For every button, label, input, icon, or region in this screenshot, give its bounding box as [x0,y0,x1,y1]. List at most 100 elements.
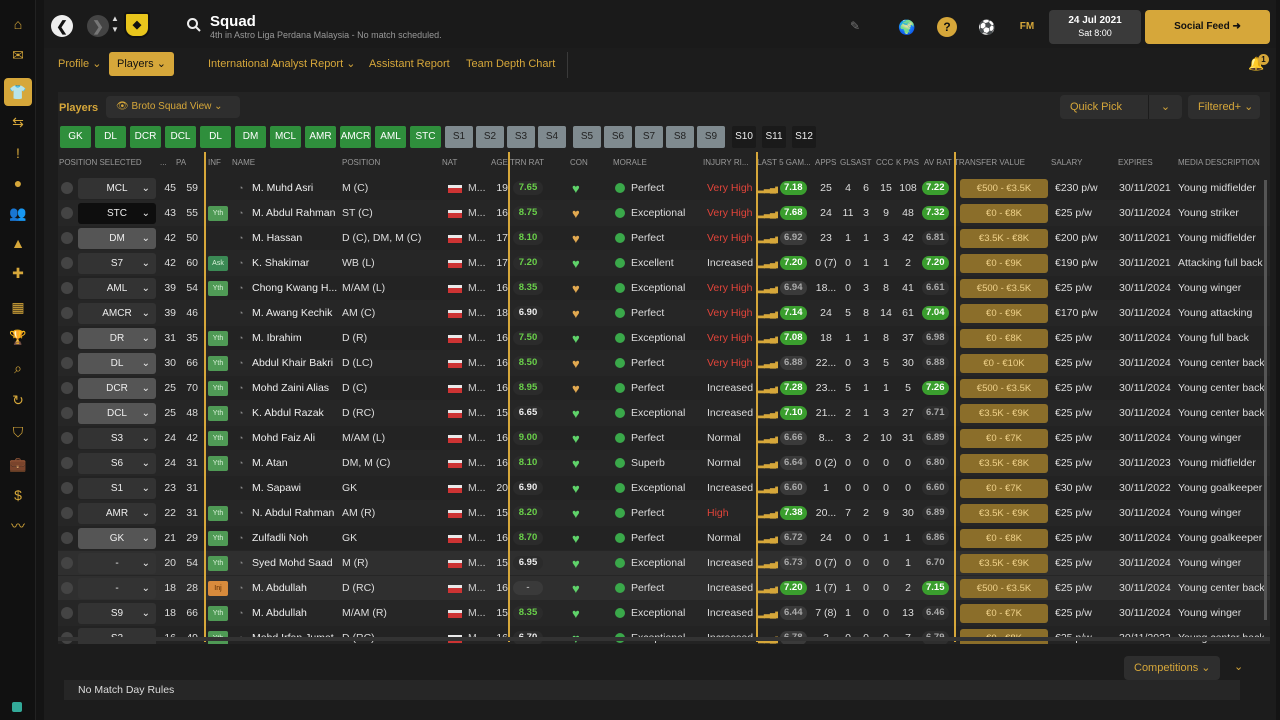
scouting-icon[interactable]: ⌕ [14,360,22,376]
player-name[interactable]: K. Abdul Razak [252,407,324,419]
col-header-con[interactable]: CON [570,158,588,167]
refresh-icon[interactable]: ↻ [12,392,24,408]
player-name[interactable]: M. Atan [252,457,288,469]
position-filter-aml[interactable]: AML [375,126,406,148]
col-header-transfer-value[interactable]: TRANSFER VALUE [954,158,1025,167]
row-select-checkbox[interactable] [61,482,73,494]
table-row[interactable]: - ⌄ 20 54 Yth ◔ Syed Mohd Saad M (R) M... 15 6.95… [58,551,1270,576]
position-selector[interactable]: DR ⌄ [78,328,156,349]
col-header-ast[interactable]: AST [856,158,872,167]
row-select-checkbox[interactable] [61,282,73,294]
table-row[interactable]: DCL ⌄ 25 48 Yth ◔ K. Abdul Razak D (RC) M... 15 6… [58,401,1270,426]
position-selector[interactable]: DCR ⌄ [78,378,156,399]
status-icon[interactable] [12,702,22,712]
col-header-injury-ri[interactable]: INJURY RI... [703,158,749,167]
table-row[interactable]: DM ⌄ 42 50 ◔ M. Hassan D (C), DM, M (C) M... 17… [58,226,1270,251]
position-selector[interactable]: AML ⌄ [78,278,156,299]
row-select-checkbox[interactable] [61,232,73,244]
position-filter-s4[interactable]: S4 [538,126,566,148]
table-row[interactable]: S6 ⌄ 24 31 Yth ◔ M. Atan DM, M (C) M... 16 8.10 ♥ S… [58,451,1270,476]
col-header-av-rat[interactable]: AV RAT [924,158,952,167]
position-filter-s10[interactable]: S10 [732,126,756,148]
position-filter-s12[interactable]: S12 [792,126,816,148]
player-name[interactable]: Mohd Faiz Ali [252,432,316,444]
table-row[interactable]: AMCR ⌄ 39 46 ◔ M. Awang Kechik AM (C) M... 18 6.… [58,301,1270,326]
position-filter-dcr[interactable]: DCR [130,126,161,148]
ball-icon[interactable]: ● [13,175,23,191]
inbox-icon[interactable]: ✉ [12,47,24,63]
edit-icon[interactable]: ✎ [850,19,861,33]
table-row[interactable]: DCR ⌄ 25 70 Yth ◔ Mohd Zaini Alias D (C) M... 16… [58,376,1270,401]
alert-icon[interactable]: ! [16,145,20,161]
player-name[interactable]: Syed Mohd Saad [252,557,333,569]
chevron-down-icon[interactable]: ⌄ [1148,95,1182,119]
position-filter-stc[interactable]: STC [410,126,441,148]
row-select-checkbox[interactable] [61,607,73,619]
row-select-checkbox[interactable] [61,382,73,394]
position-filter-s5[interactable]: S5 [573,126,601,148]
row-select-checkbox[interactable] [61,582,73,594]
col-header-position-selected[interactable]: POSITION SELECTED [59,158,142,167]
row-select-checkbox[interactable] [61,532,73,544]
position-selector[interactable]: S3 ⌄ [78,428,156,449]
col-header-media-description[interactable]: MEDIA DESCRIPTION [1178,158,1260,167]
filters-button[interactable]: Filtered+ ⌄ [1188,95,1260,119]
position-filter-mcl[interactable]: MCL [270,126,301,148]
position-filter-s1[interactable]: S1 [445,126,473,148]
col-header-ccc[interactable]: CCC [876,158,894,167]
table-row[interactable]: S7 ⌄ 42 60 Ask ◔ K. Shakimar WB (L) M... 17 7.20 ♥… [58,251,1270,276]
player-name[interactable]: Zulfadli Noh [252,532,309,544]
medical-icon[interactable]: ✚ [12,265,24,281]
position-filter-dm[interactable]: DM [235,126,266,148]
position-selector[interactable]: S2 ⌄ [78,628,156,644]
player-name[interactable]: Mohd Irfan Jumat [252,626,352,644]
collapse-chevron-icon[interactable]: ⌄ [1234,661,1244,673]
finance-icon[interactable]: 💼 [9,456,27,472]
position-selector[interactable]: - ⌄ [78,578,156,599]
position-selector[interactable]: GK ⌄ [78,528,156,549]
position-selector[interactable]: DM ⌄ [78,228,156,249]
tab-assistant-report[interactable]: Assistant Report [369,58,450,70]
table-row[interactable]: STC ⌄ 43 55 Yth ◔ M. Abdul Rahman ST (C) M... 16… [58,201,1270,226]
row-select-checkbox[interactable] [61,182,73,194]
position-filter-s7[interactable]: S7 [635,126,663,148]
col-header-name[interactable]: NAME [232,158,256,167]
col-header-nat[interactable]: NAT [442,158,458,167]
player-name[interactable]: N. Abdul Rahman [252,507,335,519]
col-header-k-pas[interactable]: K PAS [896,158,919,167]
player-name[interactable]: M. Hassan [252,232,303,244]
player-name[interactable]: M. Abdul Rahman [252,207,336,219]
football-icon[interactable]: ⚽ [978,19,996,35]
position-filter-s6[interactable]: S6 [604,126,632,148]
player-name[interactable]: M. Ibrahim [252,332,302,344]
player-name[interactable]: M. Sapawi [252,482,302,494]
table-row[interactable]: S9 ⌄ 18 66 Yth ◔ M. Abdullah M/AM (R) M... 15 8.3… [58,601,1270,626]
position-selector[interactable]: - ⌄ [78,553,156,574]
row-select-checkbox[interactable] [61,432,73,444]
table-row[interactable]: MCL ⌄ 45 59 ◔ M. Muhd Asri M (C) M... 19 7.65 ♥ Pe… [58,176,1270,201]
position-filter-amcr[interactable]: AMCR [340,126,371,148]
row-select-checkbox[interactable] [61,357,73,369]
tab-players[interactable]: Players ⌄ [109,52,174,76]
col-header-pa[interactable]: PA [176,158,187,167]
position-selector[interactable]: S7 ⌄ [78,253,156,274]
col-header-inf[interactable]: INF [208,158,221,167]
tab-team-depth-chart[interactable]: Team Depth Chart [466,58,556,70]
row-select-checkbox[interactable] [61,332,73,344]
position-selector[interactable]: STC ⌄ [78,203,156,224]
col-header-age[interactable]: AGE [491,158,508,167]
row-select-checkbox[interactable] [61,307,73,319]
player-name[interactable]: K. Shakimar [252,257,310,269]
home-icon[interactable]: ⌂ [13,16,23,32]
player-name[interactable]: Abdul Khair Bakri [252,357,334,369]
col-header-position[interactable]: POSITION [342,158,381,167]
table-row[interactable]: - ⌄ 18 28 Inj ◔ M. Abdullah D (RC) M... 16- ♥ Perf… [58,576,1270,601]
row-select-checkbox[interactable] [61,257,73,269]
back-button[interactable]: ❮ [51,15,73,37]
social-feed-button[interactable]: Social Feed ➜ [1145,10,1270,44]
horizontal-scrollbar[interactable] [58,637,1270,641]
staff-icon[interactable]: 👥 [9,205,27,221]
money-icon[interactable]: $ [14,487,22,503]
quick-pick-button[interactable]: Quick Pick ⌄ [1060,95,1182,119]
position-filter-dcl[interactable]: DCL [165,126,196,148]
